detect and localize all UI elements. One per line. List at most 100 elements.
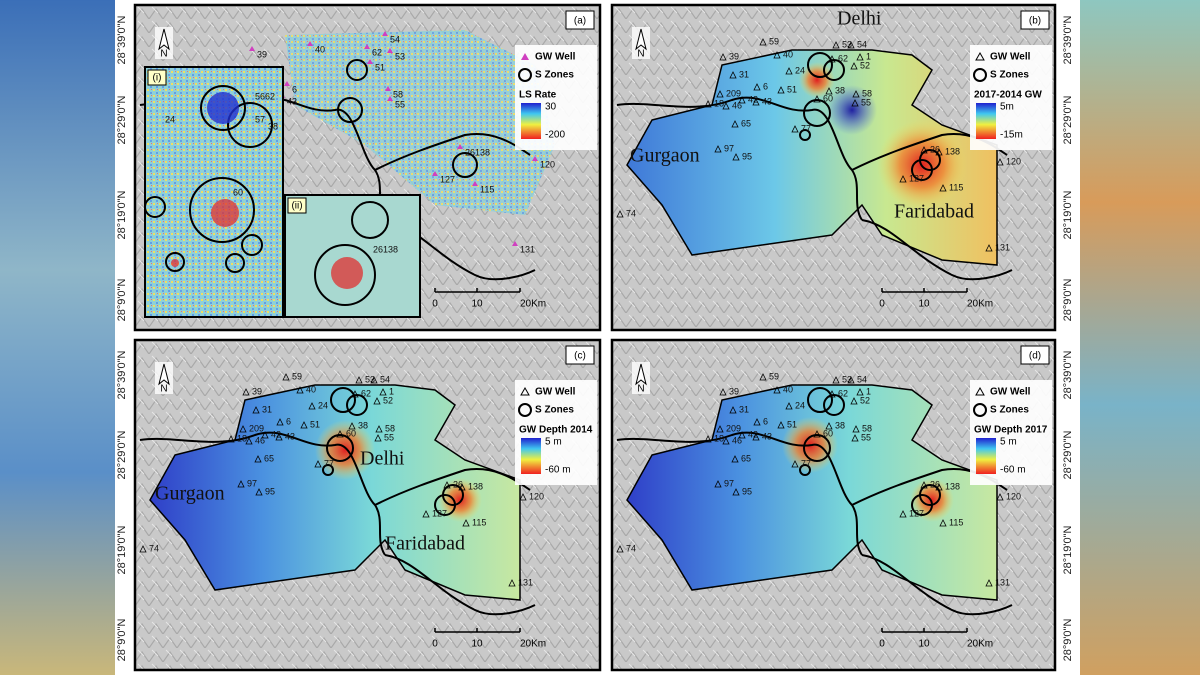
well-label: 65 [741, 453, 751, 463]
well-marker [738, 96, 746, 104]
well-label: 46 [732, 100, 742, 110]
well-label: 62 [838, 388, 848, 398]
latitude-label: 28°39'0"N [116, 15, 128, 64]
latitude-label: 28°39'0"N [1062, 15, 1074, 64]
scale-bar [434, 628, 521, 633]
well-marker [825, 422, 833, 430]
well-marker [719, 53, 727, 61]
well-marker [851, 434, 859, 442]
well-label: 209 [249, 423, 264, 433]
well-marker [375, 425, 383, 433]
well-label: 40 [783, 49, 793, 59]
panel-label: (c) [574, 351, 586, 362]
scale-bar [881, 628, 968, 633]
legend-zones: S Zones [535, 405, 574, 416]
well-marker [242, 388, 250, 396]
well-marker [462, 519, 470, 527]
well-marker [336, 430, 344, 438]
legend-zones: S Zones [535, 70, 574, 81]
well-label: 6 [763, 416, 768, 426]
subsidence-zone [337, 97, 363, 123]
well-marker [899, 175, 907, 183]
subsidence-zone [200, 85, 246, 131]
well-marker [255, 488, 263, 496]
well-label: 31 [262, 404, 272, 414]
well-marker [850, 62, 858, 70]
well-label: 43 [285, 431, 295, 441]
panel-label-box [1020, 345, 1050, 365]
legend-ramp-min: -200 [545, 130, 565, 141]
well-label: 62 [372, 47, 382, 57]
well-label: 51 [375, 62, 385, 72]
well-label: 42 [748, 94, 758, 104]
subsidence-core [207, 92, 239, 124]
legend-zone-symbol [973, 403, 987, 417]
legend-ramp-max: 5m [1000, 102, 1014, 113]
well-label: 120 [1006, 491, 1021, 501]
scale-bar [434, 288, 521, 293]
legend-well-symbol [521, 53, 529, 60]
well-label: 54 [857, 39, 867, 49]
scale-label: 10 [471, 639, 483, 650]
deformation-overlay [285, 30, 555, 215]
well-marker [935, 483, 943, 491]
well-label: 60 [823, 93, 833, 103]
well-marker [722, 437, 730, 445]
well-marker [852, 425, 860, 433]
well-label: 54 [390, 34, 400, 44]
well-label: 62 [838, 53, 848, 63]
well-label: 127 [909, 508, 924, 518]
well-marker [773, 386, 781, 394]
latitude-label: 28°39'0"N [1062, 350, 1074, 399]
subsidence-zone [803, 99, 831, 127]
well-marker [935, 148, 943, 156]
well-label: 58 [393, 89, 403, 99]
latitude-label: 28°19'0"N [1062, 190, 1074, 239]
well-label: 120 [1006, 156, 1021, 166]
well-marker [813, 95, 821, 103]
well-label: 52 [860, 60, 870, 70]
well-label: 24 [795, 65, 805, 75]
well-marker [704, 100, 712, 108]
well-label: 42 [271, 429, 281, 439]
subsidence-zone [351, 201, 389, 239]
well-marker [355, 376, 363, 384]
well-label: 53 [842, 374, 852, 384]
well-label: 38 [835, 85, 845, 95]
subsidence-zone [346, 59, 368, 81]
well-marker [432, 171, 438, 176]
subsidence-zone [452, 152, 478, 178]
well-marker [752, 98, 760, 106]
well-marker [307, 41, 313, 46]
legend-zones: S Zones [990, 405, 1029, 416]
panel-label: (d) [1029, 351, 1041, 362]
north-arrow [158, 363, 170, 386]
legend-ramp-max: 30 [545, 102, 557, 113]
well-label: 24 [318, 400, 328, 410]
well-label: 60 [346, 428, 356, 438]
well-label: 131 [520, 244, 535, 254]
well-marker [237, 480, 245, 488]
well-label: 97 [247, 478, 257, 488]
legend-ramp [521, 438, 541, 474]
well-marker [300, 421, 308, 429]
well-marker [785, 67, 793, 75]
well-label: 58 [385, 423, 395, 433]
well-label: 6 [286, 416, 291, 426]
subsidence-zone [911, 494, 933, 516]
well-marker [920, 146, 928, 154]
well-label: 120 [529, 491, 544, 501]
panel-frame [133, 338, 602, 672]
well-marker [314, 460, 322, 468]
scale-label: 0 [432, 639, 438, 650]
well-label: 120 [540, 159, 555, 169]
well-label: 60 [823, 428, 833, 438]
well-label: 115 [472, 517, 486, 527]
inset-well-label: 60 [233, 187, 243, 197]
legend-zones: S Zones [990, 70, 1029, 81]
legend-ramp [976, 103, 996, 139]
well-label: 31 [739, 69, 749, 79]
